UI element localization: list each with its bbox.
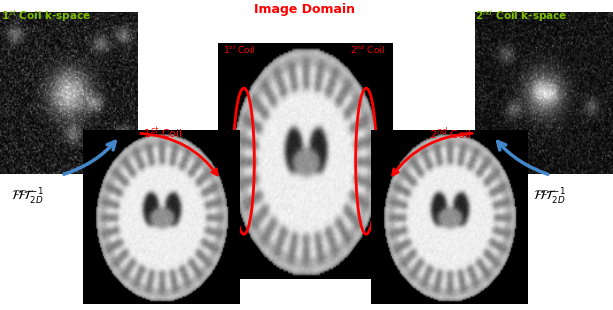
Text: 1$^{st}$ Coil k-space: 1$^{st}$ Coil k-space [1,8,91,24]
Text: 2$^{nd}$ Coil: 2$^{nd}$ Coil [429,126,472,142]
Text: 2$^{nd}$ Coil k-space: 2$^{nd}$ Coil k-space [475,8,568,24]
Text: 1$^{st}$ Coil: 1$^{st}$ Coil [223,43,256,56]
Text: 1$^{st}$ Coil: 1$^{st}$ Coil [142,126,183,141]
Text: $\mathcal{F}\!\mathcal{F}\!\mathcal{T}_{2D}^{-1}$: $\mathcal{F}\!\mathcal{F}\!\mathcal{T}_{… [11,187,44,207]
Text: $\mathcal{F}\!\mathcal{F}\!\mathcal{T}_{2D}^{-1}$: $\mathcal{F}\!\mathcal{F}\!\mathcal{T}_{… [533,187,566,207]
Text: 2$^{nd}$ Coil: 2$^{nd}$ Coil [350,43,386,56]
Text: Image Domain: Image Domain [254,3,355,16]
